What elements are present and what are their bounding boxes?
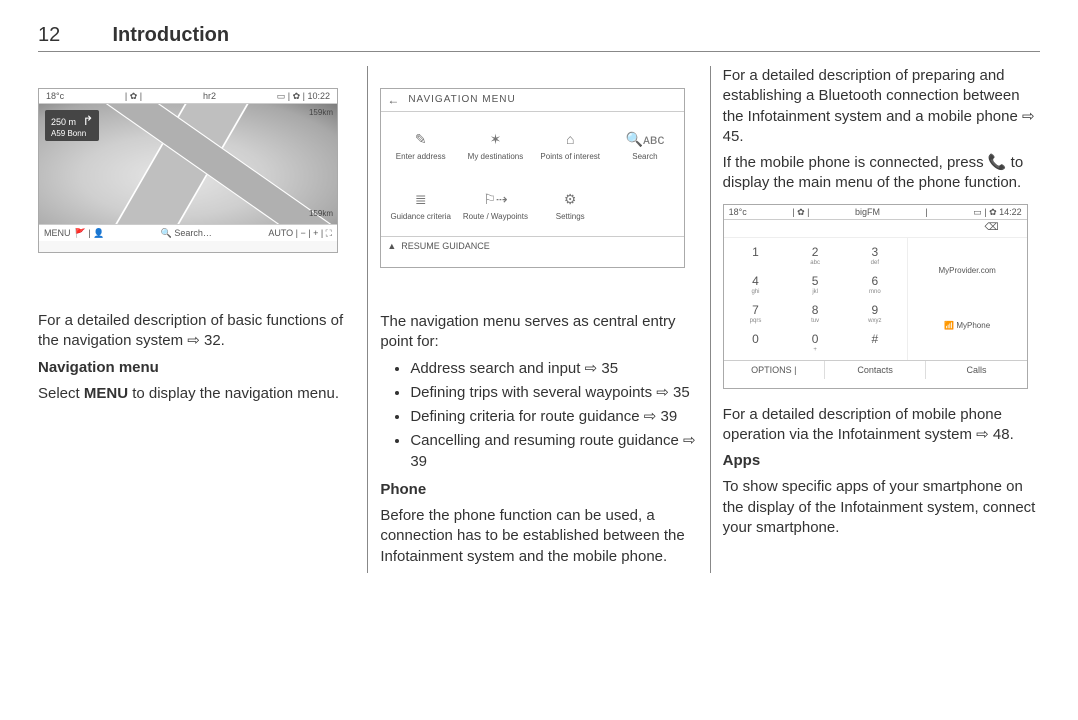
dialpad-key: 2abc [785,241,845,270]
dialpad-key: 9wxyz [845,299,905,328]
menu-item-label: Enter address [396,152,446,163]
navigation-menu-heading: Navigation menu [38,358,355,378]
menu-item: 🔍ᴀʙᴄ Search [608,116,683,176]
col2-bullet-list: Address search and input ⇨ 35 Defining tr… [380,359,697,472]
menu-item-icon: 🔍ᴀʙᴄ [626,130,665,146]
dialpad-key: 5jkl [785,270,845,299]
navigation-menu-screenshot: ← NAVIGATION MENU ✎ Enter address ✶ My dest… [380,88,685,268]
column-2: ← NAVIGATION MENU ✎ Enter address ✶ My dest… [367,66,709,573]
dialpad-key: 1 [726,241,786,270]
phone-status-bar: 18°c | ✿ | bigFM | ▭ | ✿ 14:22 [724,205,1027,220]
phone-calls-tab: Calls [925,361,1026,379]
menu-item-icon: ⚙ [564,190,577,206]
phone-dialer-screenshot: 18°c | ✿ | bigFM | ▭ | ✿ 14:22 ⌫ 1 2abc3… [723,204,1028,389]
nav-bottom-icons: 🚩 | 👤 [75,227,105,239]
dialpad-key: 3def [845,241,905,270]
col1-para1: For a detailed description of basic func… [38,311,355,352]
phone-heading: Phone [380,480,697,500]
menu-item-label: Search [632,152,657,163]
xref-icon: ⇨ [1022,108,1035,125]
dialpad-key: # [845,328,905,357]
phone-contacts-tab: Contacts [824,361,925,379]
phone-side-panel: MyProvider.com 📶 MyPhone [907,238,1027,360]
apps-heading: Apps [723,451,1040,471]
dialpad-key: 4ghi [726,270,786,299]
menu-item-label: My destinations [468,152,524,163]
phone-number-display: ⌫ [724,220,1027,238]
col3-para1: For a detailed description of preparing … [723,66,1040,147]
dialpad: 1 2abc3def 4ghi5jkl6mno 7pqrs8tuv9wxyz 0 0+… [724,238,907,360]
phone-icon: 📞 [988,154,1007,171]
menu-item: ⚐⇢ Route / Waypoints [458,176,533,236]
resume-icon: ▲ [387,241,396,251]
backspace-icon: ⌫ [985,221,999,235]
nav-direction-sign: 250 m ↱ A59 Bonn [45,110,99,141]
phone-options-tab: OPTIONS | [724,361,824,379]
nav-km-bottom: 159km [309,209,333,220]
menu-item-label: Points of interest [540,152,600,163]
turn-arrow-icon: ↱ [83,113,94,129]
column-3: For a detailed description of preparing … [710,66,1040,573]
menu-item-label: Route / Waypoints [463,212,528,223]
dialpad-key: 7pqrs [726,299,786,328]
column-1: 18°c | ✿ | hr2 ▭ | ✿ | 10:22 250 m ↱ A59… [38,66,367,573]
nav-km-top: 159km [309,108,333,119]
menu-title: NAVIGATION MENU [408,93,515,107]
col2-intro: The navigation menu serves as central en… [380,312,697,353]
dialpad-key: 0 [726,328,786,357]
dialpad-key: 6mno [845,270,905,299]
nav-station: hr2 [203,90,216,102]
menu-item-icon: ≣ [415,190,427,206]
bullet-item: Address search and input ⇨ 35 [410,359,697,379]
menu-item: ✎ Enter address [383,116,458,176]
provider-label: MyProvider.com [912,266,1023,277]
nav-top-right: ▭ | ✿ | 10:22 [277,90,330,102]
page-header: 12 Introduction [38,24,1040,52]
menu-item-icon: ⌂ [566,130,574,146]
col3-para2: If the mobile phone is connected, press … [723,153,1040,194]
chapter-title: Introduction [112,24,229,47]
xref-icon: ⇨ [187,332,200,349]
nav-temp: 18°c [46,90,64,102]
col1-para2: Select MENU to display the navigation me… [38,384,355,404]
menu-item: ✶ My destinations [458,116,533,176]
nav-zoom-controls: AUTO | − | + | ⛶ [268,227,332,239]
menu-item-icon: ⚐⇢ [483,190,507,206]
page-number: 12 [38,24,108,47]
menu-item-label: Guidance criteria [390,212,450,223]
menu-item: ⚙ Settings [533,176,608,236]
dialpad-key: 8tuv [785,299,845,328]
bullet-item: Defining criteria for route guidance ⇨ 3… [410,407,697,427]
col3-para3: For a detailed description of mobile pho… [723,405,1040,446]
nav-map-view: 250 m ↱ A59 Bonn 159km 159km [39,104,337,224]
menu-item-label: Settings [556,212,585,223]
signal-icon: 📶 [944,321,954,330]
phone-para: Before the phone function can be used, a… [380,506,697,567]
menu-header: ← NAVIGATION MENU [381,89,684,112]
myphone-label: 📶 MyPhone [912,321,1023,332]
nav-status-bar: 18°c | ✿ | hr2 ▭ | ✿ | 10:22 [39,89,337,104]
menu-item-icon: ✎ [415,130,427,146]
back-icon: ← [387,92,400,108]
menu-item: ⌂ Points of interest [533,116,608,176]
xref-icon: ⇨ [976,426,989,443]
menu-item: ≣ Guidance criteria [383,176,458,236]
apps-para: To show specific apps of your smartphone… [723,477,1040,538]
bullet-item: Cancelling and resuming route guidance ⇨… [410,431,697,472]
menu-item-icon: ✶ [490,130,502,146]
navigation-map-screenshot: 18°c | ✿ | hr2 ▭ | ✿ | 10:22 250 m ↱ A59… [38,88,338,253]
nav-menu-label: MENU [44,227,71,239]
menu-grid: ✎ Enter address ✶ My destinations ⌂ Points of… [381,112,684,236]
dialpad-key: 0+ [785,328,845,357]
phone-bottom-bar: OPTIONS | Contacts Calls [724,360,1027,379]
nav-search: 🔍 Search… [161,227,212,239]
nav-bottom-bar: MENU 🚩 | 👤 🔍 Search… AUTO | − | + | ⛶ [39,224,337,241]
bullet-item: Defining trips with several waypoints ⇨ … [410,383,697,403]
menu-footer: ▲ RESUME GUIDANCE [381,236,684,255]
